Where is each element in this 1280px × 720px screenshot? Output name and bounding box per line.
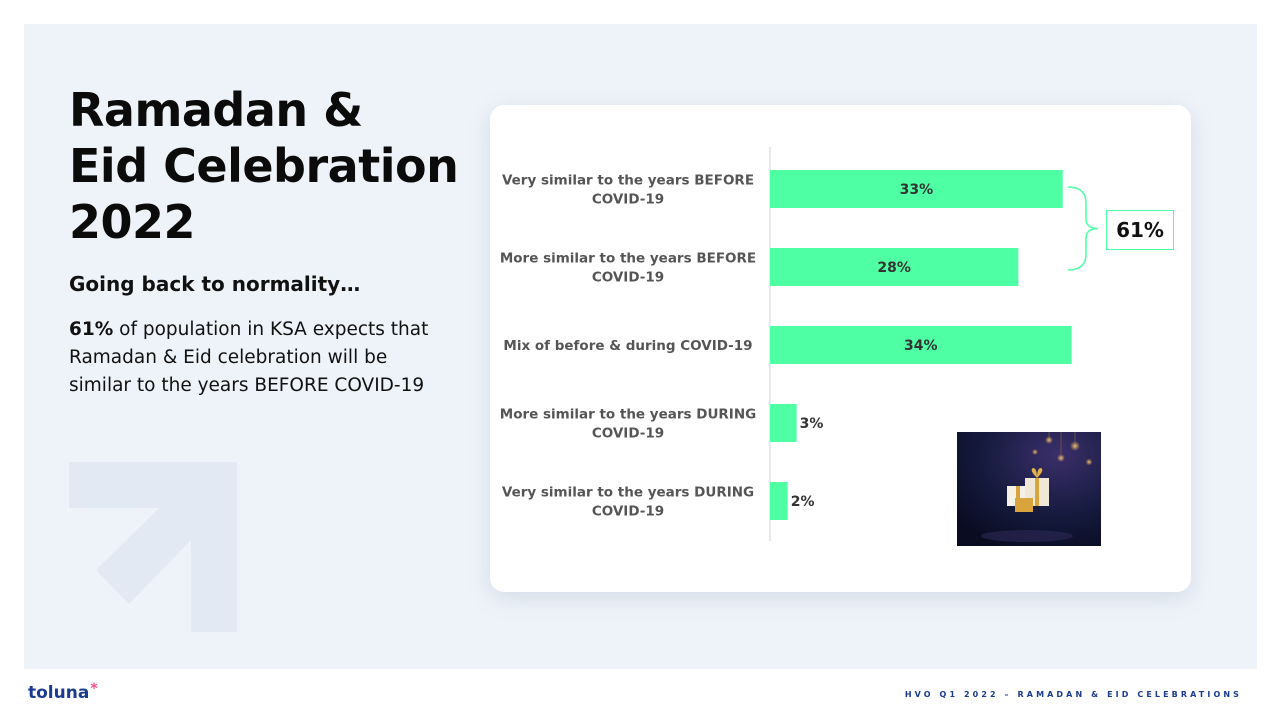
value-label-4: 2%	[791, 494, 815, 510]
title-line-1: Ramadan &	[69, 83, 363, 137]
title-line-3: 2022	[69, 195, 196, 249]
logo-star-icon: *	[90, 681, 98, 697]
arrow-up-right-icon	[69, 462, 237, 632]
chart-card: Very similar to the years BEFORE COVID-19…	[490, 105, 1191, 592]
value-label-2: 34%	[904, 338, 938, 354]
bar-1	[770, 248, 1019, 286]
body-highlight: 61%	[69, 319, 114, 340]
toluna-logo: toluna *	[28, 681, 98, 703]
value-label-1: 28%	[877, 260, 911, 276]
category-label-4: Very similar to the years DURING COVID-19	[502, 485, 754, 520]
title-line-2: Eid Celebration	[69, 139, 459, 193]
total-badge: 61%	[1106, 210, 1174, 250]
footer-text: HVO Q1 2022 – RAMADAN & EID CELEBRATIONS	[904, 690, 1242, 699]
bar-3	[770, 404, 797, 442]
category-label-2: Mix of before & during COVID-19	[503, 338, 752, 354]
slide-subtitle: Going back to normality…	[69, 272, 361, 296]
value-label-3: 3%	[800, 416, 824, 432]
bar-0	[770, 170, 1063, 208]
bar-2	[770, 326, 1072, 364]
group-bracket	[1067, 186, 1099, 271]
bar-4	[770, 482, 788, 520]
category-label-3: More similar to the years DURING COVID-19	[500, 407, 756, 442]
value-label-0: 33%	[900, 182, 934, 198]
bar-chart: Very similar to the years BEFORE COVID-19…	[500, 147, 1099, 541]
body-rest: of population in KSA expects that Ramada…	[69, 319, 429, 396]
body-text: 61% of population in KSA expects that Ra…	[69, 316, 429, 400]
category-label-0: Very similar to the years BEFORE COVID-19	[502, 173, 754, 208]
category-label-1: More similar to the years BEFORE COVID-19	[500, 251, 756, 286]
slide-title: Ramadan & Eid Celebration 2022	[69, 82, 469, 250]
crescent-moon-gift-photo	[957, 432, 1101, 546]
logo-text: toluna	[28, 683, 90, 703]
